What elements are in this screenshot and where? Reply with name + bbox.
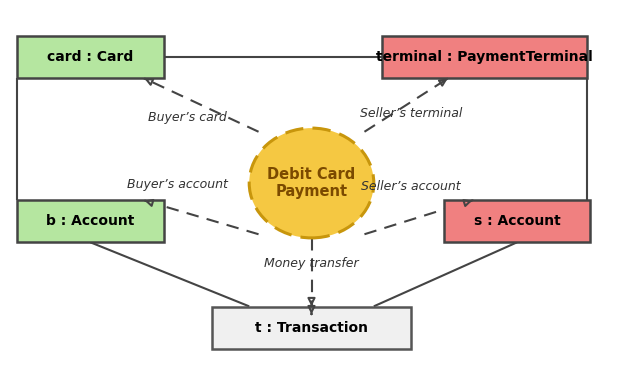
FancyBboxPatch shape <box>444 201 590 242</box>
Text: Seller’s account: Seller’s account <box>361 180 461 193</box>
Text: Debit Card
Payment: Debit Card Payment <box>267 167 356 199</box>
Text: b : Account: b : Account <box>46 214 135 228</box>
Text: terminal : PaymentTerminal: terminal : PaymentTerminal <box>376 50 593 64</box>
FancyBboxPatch shape <box>17 36 163 78</box>
Text: card : Card: card : Card <box>47 50 133 64</box>
Text: Money transfer: Money transfer <box>264 257 359 270</box>
Text: Seller’s terminal: Seller’s terminal <box>360 107 462 120</box>
FancyBboxPatch shape <box>17 201 163 242</box>
Ellipse shape <box>249 128 374 238</box>
FancyBboxPatch shape <box>382 36 587 78</box>
Text: s : Account: s : Account <box>473 214 561 228</box>
FancyBboxPatch shape <box>212 307 411 348</box>
Text: Buyer’s card: Buyer’s card <box>148 111 226 124</box>
Text: Buyer’s account: Buyer’s account <box>127 178 228 191</box>
Text: t : Transaction: t : Transaction <box>255 321 368 335</box>
